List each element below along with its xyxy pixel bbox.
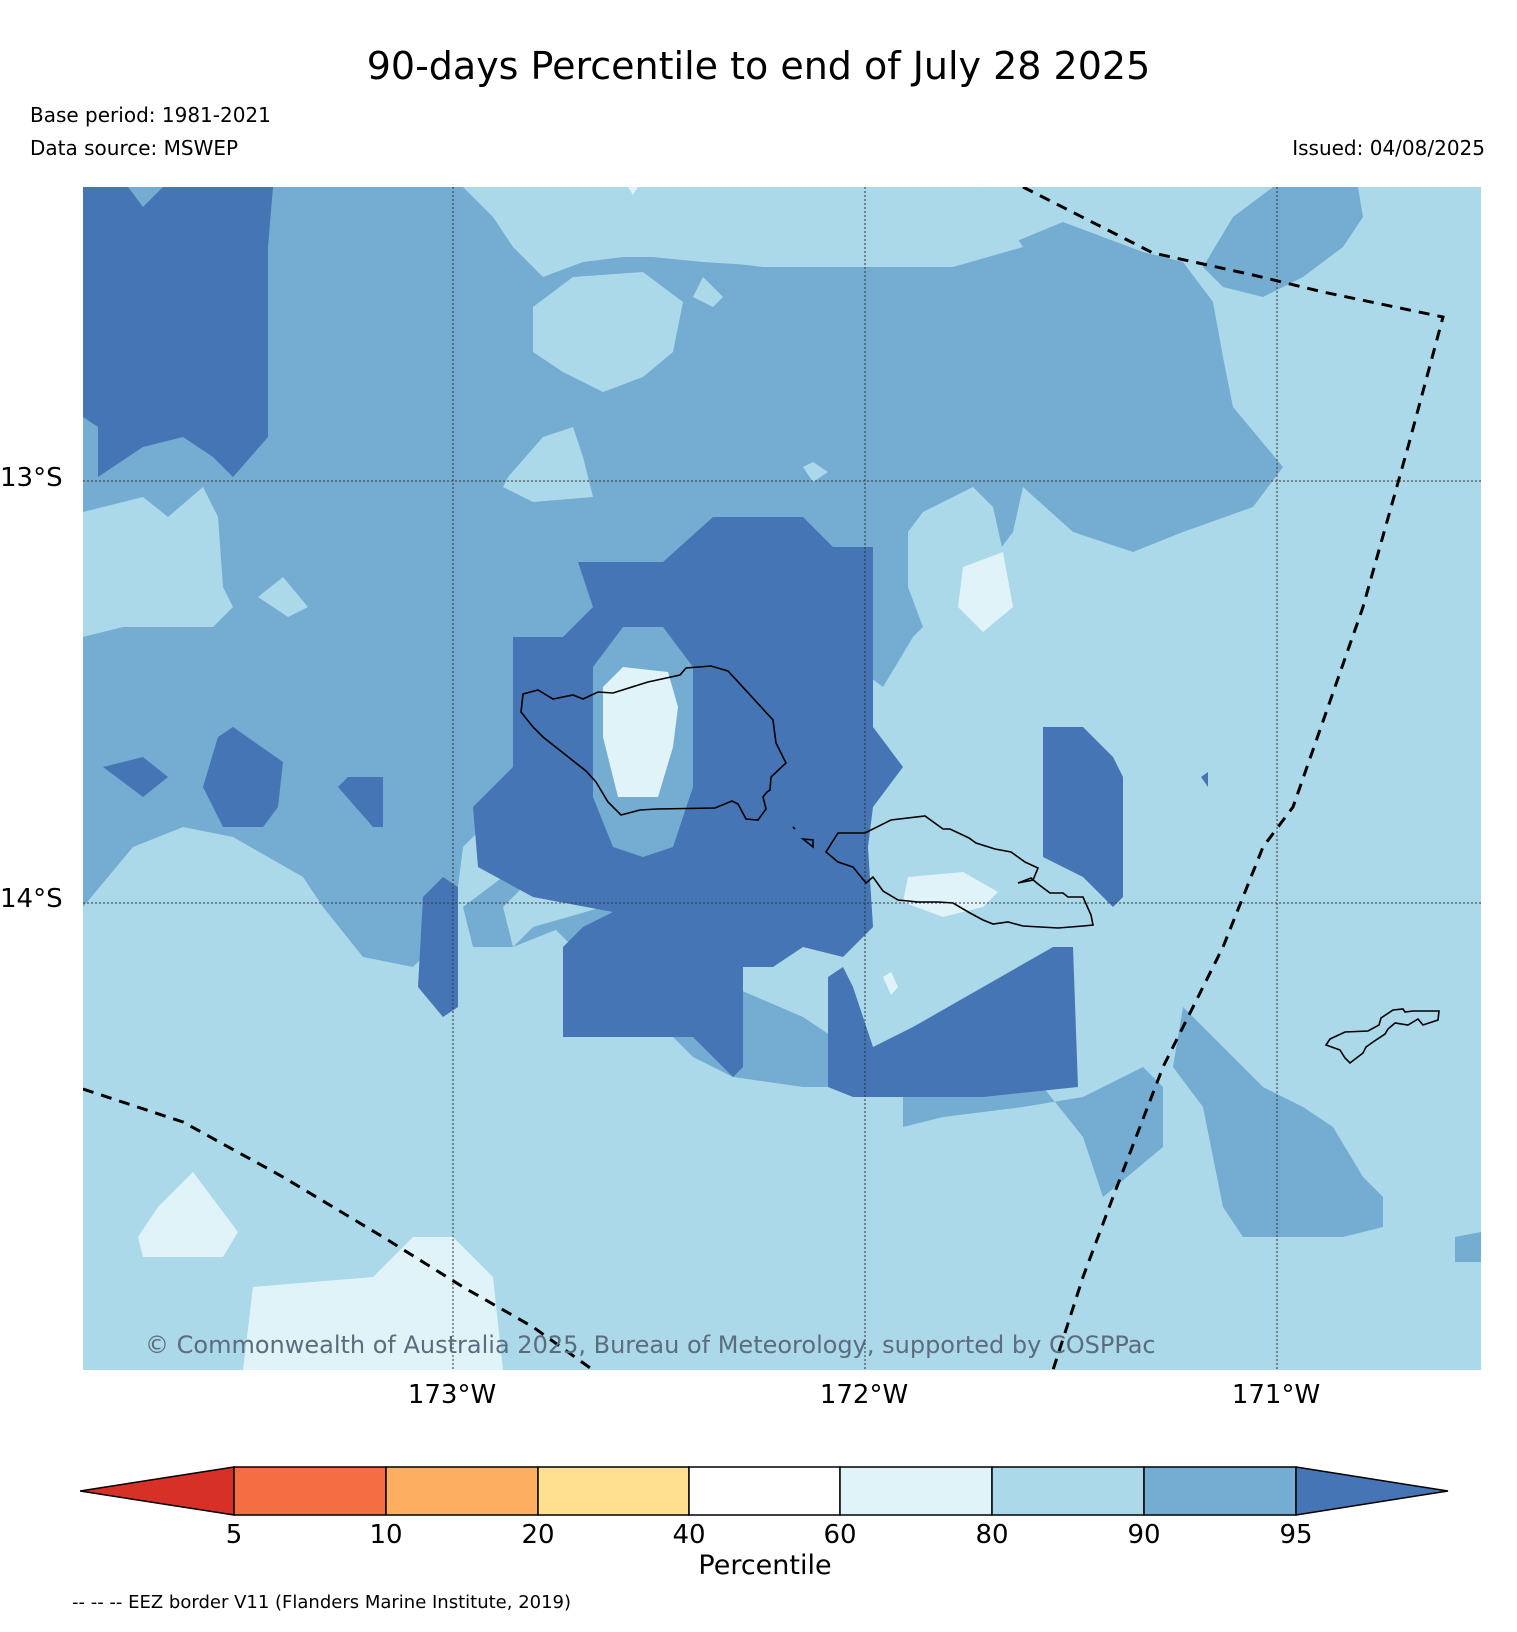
issued-date-text: Issued: 04/08/2025 xyxy=(1292,136,1485,160)
colorbar-tick-90: 90 xyxy=(1127,1520,1161,1550)
savaii-coastline xyxy=(520,665,787,821)
region-95-plus xyxy=(103,757,168,797)
chart-title: 90-days Percentile to end of July 28 202… xyxy=(366,44,1151,88)
colorbar-tick-40: 40 xyxy=(672,1520,706,1550)
eez-border xyxy=(82,185,1445,1372)
small-islet xyxy=(800,837,814,849)
small-islet xyxy=(792,826,796,830)
lon-label-173w: 173°W xyxy=(407,1380,497,1410)
colorbar xyxy=(80,1466,1449,1516)
region-60-80 xyxy=(958,552,1013,632)
lat-label-13s: 13°S xyxy=(0,463,63,493)
region-60-80 xyxy=(903,872,998,917)
colorbar-segment-below-5 xyxy=(80,1466,235,1516)
colorbar-label: Percentile xyxy=(698,1550,832,1581)
region-60-80 xyxy=(883,972,898,995)
colorbar-tick-10: 10 xyxy=(369,1520,403,1550)
lat-label-14s: 14°S xyxy=(0,884,63,914)
colorbar-tick-60: 60 xyxy=(823,1520,857,1550)
map-svg xyxy=(82,185,1481,1372)
copyright-text: © Commonwealth of Australia 2025, Bureau… xyxy=(145,1331,1156,1359)
region-80-90 xyxy=(693,277,723,307)
colorbar-segment-80-90 xyxy=(991,1466,1145,1516)
colorbar-segment-5-10 xyxy=(233,1466,387,1516)
colorbar-segment-10-20 xyxy=(385,1466,539,1516)
region-80-90 xyxy=(83,487,233,637)
percentile-map xyxy=(82,185,1481,1372)
colorbar-segment-20-40 xyxy=(537,1466,690,1516)
region-95-plus xyxy=(473,517,903,1077)
colorbar-segment-above-95 xyxy=(1295,1466,1449,1516)
region-95-plus xyxy=(83,187,273,477)
lon-label-172w: 172°W xyxy=(819,1380,909,1410)
data-source-text: Data source: MSWEP xyxy=(30,136,239,160)
tutuila-coastline xyxy=(1324,1008,1440,1065)
region-80-90 xyxy=(533,272,683,392)
colorbar-tick-95: 95 xyxy=(1279,1520,1313,1550)
region-95-plus xyxy=(1201,772,1208,787)
region-80-90 xyxy=(258,577,308,617)
region-95-plus xyxy=(828,947,1078,1097)
colorbar-segment-60-80 xyxy=(839,1466,993,1516)
colorbar-tick-20: 20 xyxy=(521,1520,555,1550)
base-period-text: Base period: 1981-2021 xyxy=(30,103,271,127)
region-80-90 xyxy=(503,427,593,502)
coastlines xyxy=(520,665,1440,1065)
lon-label-171w: 171°W xyxy=(1231,1380,1321,1410)
region-60-80 xyxy=(628,187,638,195)
region-80-90 xyxy=(803,462,828,482)
colorbar-segment-40-60 xyxy=(688,1466,841,1516)
eez-legend-note: -- -- -- EEZ border V11 (Flanders Marine… xyxy=(72,1592,572,1613)
graticule xyxy=(83,187,1481,1370)
region-90-95 xyxy=(1173,1007,1383,1237)
region-90-95 xyxy=(1455,1232,1481,1262)
colorbar-segment-90-95 xyxy=(1143,1466,1297,1516)
region-95-plus xyxy=(203,727,283,827)
region-95-plus xyxy=(418,877,458,1017)
colorbar-tick-5: 5 xyxy=(225,1520,243,1550)
upolu-coastline xyxy=(824,815,1094,929)
region-95-plus xyxy=(1043,727,1123,907)
region-60-80 xyxy=(138,1172,238,1257)
region-95-plus xyxy=(338,777,383,827)
region-90-95 xyxy=(1203,187,1363,297)
colorbar-tick-80: 80 xyxy=(975,1520,1009,1550)
region-60-80 xyxy=(603,667,678,797)
region-80-90 xyxy=(463,187,1023,277)
